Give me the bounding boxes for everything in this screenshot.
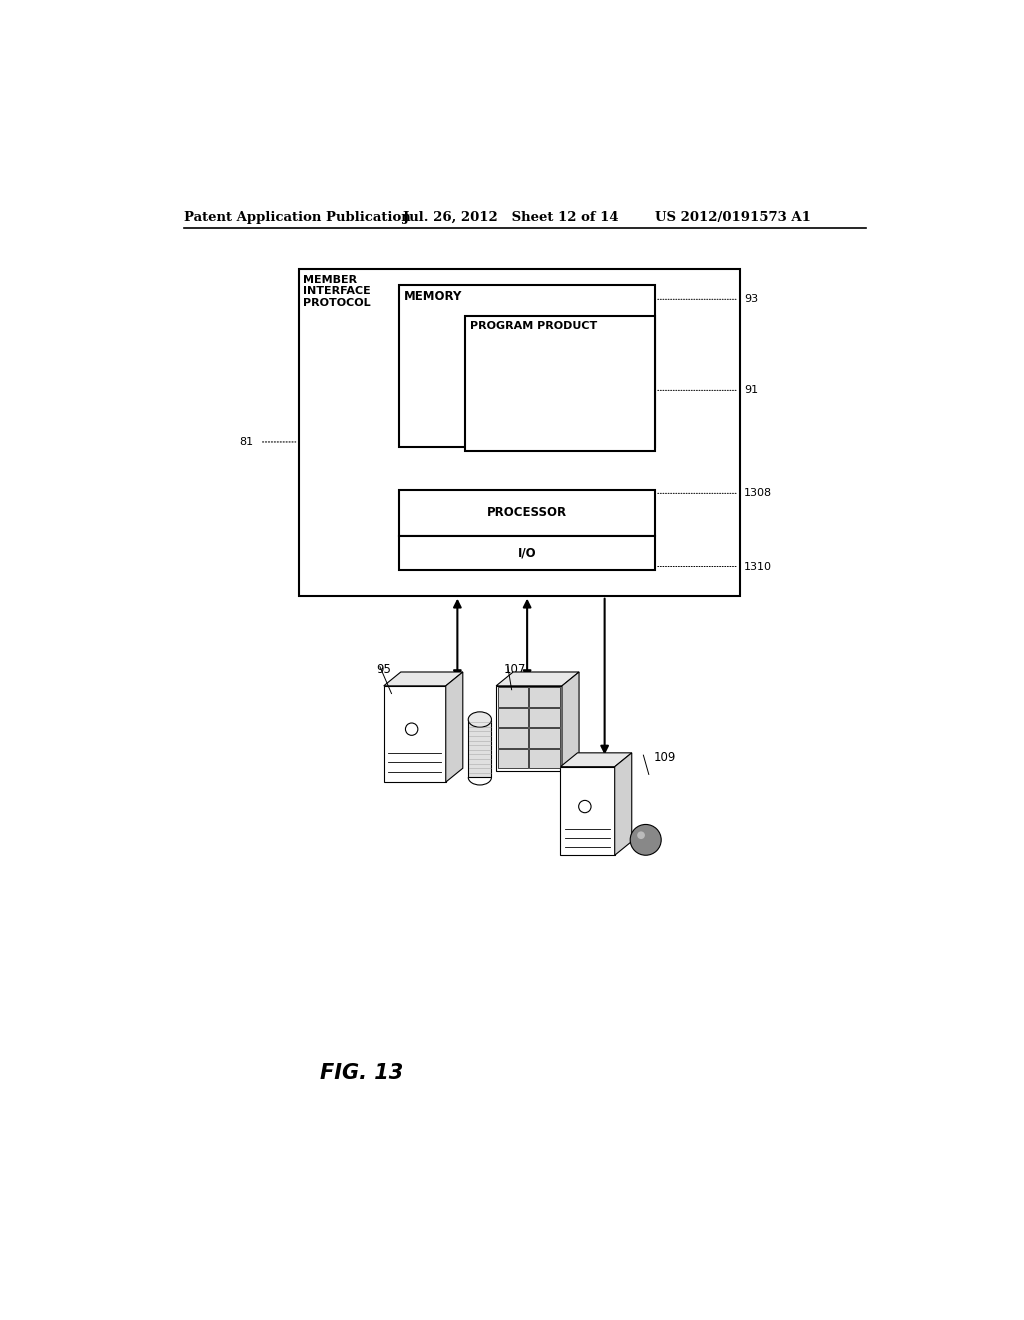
Circle shape (406, 723, 418, 735)
Bar (529, 708, 560, 727)
Polygon shape (496, 672, 579, 686)
Text: I/O: I/O (518, 546, 537, 560)
Bar (529, 688, 560, 708)
Text: FIG. 13: FIG. 13 (321, 1063, 403, 1084)
Bar (465, 317, 655, 451)
Bar (498, 688, 528, 708)
Polygon shape (445, 672, 463, 781)
Polygon shape (384, 672, 463, 686)
Circle shape (630, 825, 662, 855)
Circle shape (579, 800, 591, 813)
Circle shape (637, 832, 645, 840)
Text: 95: 95 (376, 663, 391, 676)
Bar (560, 767, 614, 855)
Text: Patent Application Publication: Patent Application Publication (183, 211, 411, 224)
Polygon shape (562, 672, 579, 771)
Text: PROGRAM PRODUCT: PROGRAM PRODUCT (470, 321, 597, 331)
Bar (498, 729, 528, 748)
Text: 93: 93 (744, 294, 758, 305)
Bar (529, 729, 560, 748)
Polygon shape (614, 752, 632, 855)
Bar (496, 686, 562, 771)
Text: US 2012/0191573 A1: US 2012/0191573 A1 (655, 211, 811, 224)
Text: 109: 109 (653, 751, 676, 764)
Text: 81: 81 (240, 437, 254, 447)
Text: MEMBER
INTERFACE
PROTOCOL: MEMBER INTERFACE PROTOCOL (303, 275, 371, 308)
Text: MEMORY: MEMORY (403, 290, 462, 304)
Text: 107: 107 (504, 663, 526, 676)
Text: 91: 91 (744, 385, 758, 396)
Text: PROCESSOR: PROCESSOR (487, 506, 567, 519)
Text: 1310: 1310 (744, 561, 772, 572)
Bar (399, 490, 655, 536)
Bar (299, 268, 740, 595)
Bar (498, 748, 528, 768)
Bar (498, 708, 528, 727)
Text: 1308: 1308 (744, 488, 772, 499)
Bar (399, 285, 655, 447)
Bar (529, 748, 560, 768)
Bar (399, 536, 655, 570)
Bar (468, 719, 492, 777)
Ellipse shape (468, 711, 492, 727)
Bar (384, 686, 445, 781)
Text: Jul. 26, 2012   Sheet 12 of 14: Jul. 26, 2012 Sheet 12 of 14 (403, 211, 618, 224)
Polygon shape (560, 752, 632, 767)
